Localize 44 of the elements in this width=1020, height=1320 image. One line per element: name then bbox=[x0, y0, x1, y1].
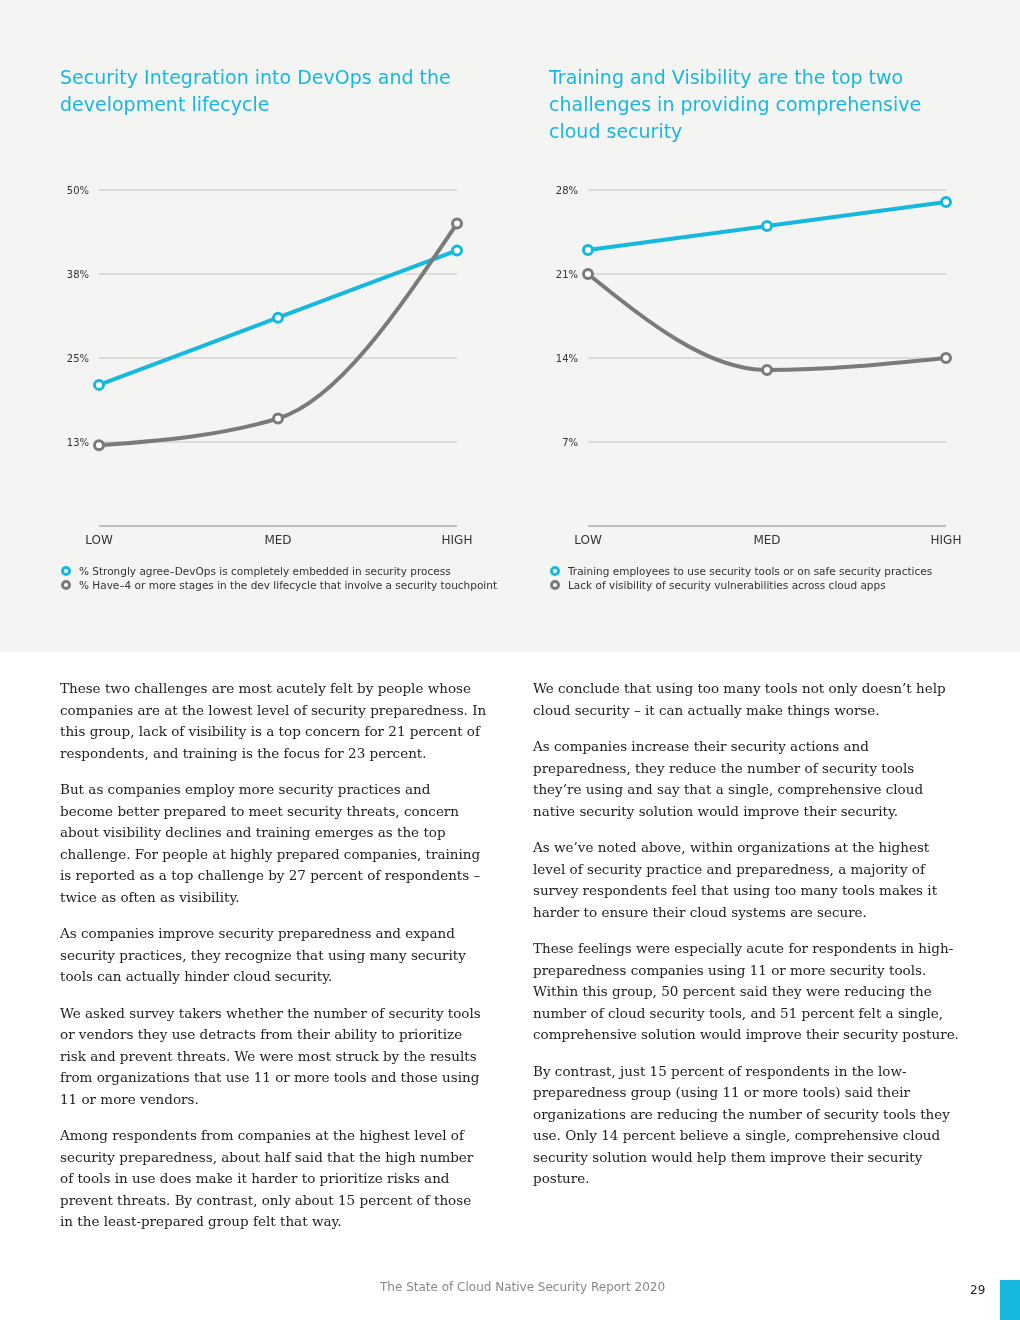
chart-title: Training and Visibility are the top two challenges in providing comprehensive cloud security bbox=[549, 65, 923, 144]
text: The State of Cloud Native Security Report 2020 bbox=[380, 1280, 666, 1294]
text: Among respondents from companies at the highest level of security preparedness, about half said that the high number of tools in use does make it harder to prioritize risks and prevent threats. By contrast, only about 15 percent of those in the least-prepared group felt that way. bbox=[60, 1126, 475, 1231]
text: 29 bbox=[970, 1283, 986, 1297]
x-tick-label: LOW bbox=[85, 533, 113, 547]
legend-label: Training employees to use security tools or on safe security practices bbox=[568, 565, 933, 577]
y-tick-label: 13% bbox=[66, 436, 89, 448]
text: As we’ve noted above, within organizations at the highest level of security practice and preparedness, a majority of survey respondents feel that using too many tools makes it harder to ensure their cloud systems are secure. bbox=[533, 838, 939, 922]
point bbox=[93, 378, 105, 391]
x-tick-label: HIGH bbox=[441, 533, 473, 547]
point bbox=[940, 352, 952, 364]
x-tick-label: LOW bbox=[574, 533, 602, 547]
text: As companies improve security preparedness and expand security practices, they recognize that using many security tools can actually hinder cloud security. bbox=[60, 924, 467, 986]
legend-label: % Have–4 or more stages in the dev lifecycle that involve a security touchpoint bbox=[79, 579, 498, 591]
x-tick-label: HIGH bbox=[930, 533, 962, 547]
text: We asked survey takers whether the number of security tools or vendors they use detracts from their ability to prioritize risk and prevent threats. We were most struck by the results from organizations that use 11 or more tools and those using 11 or more vendors. bbox=[60, 1003, 482, 1109]
y-tick-label: 25% bbox=[66, 352, 89, 364]
y-tick-label: 21% bbox=[555, 268, 578, 280]
point bbox=[272, 412, 284, 425]
legend-label: % Strongly agree–DevOps is completely embedded in security process bbox=[79, 565, 451, 577]
point bbox=[272, 311, 284, 324]
y-tick-label: 14% bbox=[555, 352, 578, 364]
point bbox=[451, 217, 463, 230]
text: As companies increase their security actions and preparedness, they reduce the number of security tools they’re using and say that a single, comprehensive cloud native security solution would improve their security. bbox=[533, 737, 925, 821]
point bbox=[940, 196, 952, 208]
point bbox=[451, 244, 463, 257]
text: These feelings were especially acute for respondents in high-preparedness companies using 11 or more security tools. Within this group, 50 percent said they were reducing the number of cloud security tools, and 51 percent felt a single, comprehensive solution would improve their security posture. bbox=[533, 939, 960, 1044]
text: But as companies employ more security practices and become better prepared to meet security threats, concern about visibility declines and training emerges as the top challenge. For people at highly prepared companies, training is reported as a top challenge by 27 percent of respondents – twice as often as visibility. bbox=[60, 780, 482, 907]
text: We conclude that using too many tools not only doesn’t help cloud security – it can actually make things worse. bbox=[533, 679, 947, 720]
x-tick-label: MED bbox=[753, 533, 781, 547]
y-tick-label: 28% bbox=[555, 184, 578, 196]
point bbox=[582, 268, 594, 280]
point bbox=[761, 220, 773, 232]
chart-title: Security Integration into DevOps and the development lifecycle bbox=[60, 65, 452, 117]
y-tick-label: 7% bbox=[562, 436, 578, 448]
point bbox=[761, 364, 773, 376]
text: These two challenges are most acutely felt by people whose companies are at the lowest level of security preparedness. In this group, lack of visibility is a top concern for 21 percent of respondents, and training is the focus for 23 percent. bbox=[60, 679, 487, 763]
x-tick-label: MED bbox=[264, 533, 292, 547]
point bbox=[93, 439, 105, 452]
y-tick-label: 38% bbox=[66, 268, 89, 280]
legend-label: Lack of visibility of security vulnerabilities across cloud apps bbox=[568, 579, 886, 591]
text: By contrast, just 15 percent of respondents in the low-preparedness group (using 11 or more tools) said their organizations are reducing the number of security tools they use. Only 14 percent believe a single, comprehensive cloud security solution would help them improve their security posture. bbox=[533, 1061, 951, 1188]
y-tick-label: 50% bbox=[66, 184, 89, 196]
point bbox=[582, 244, 594, 256]
